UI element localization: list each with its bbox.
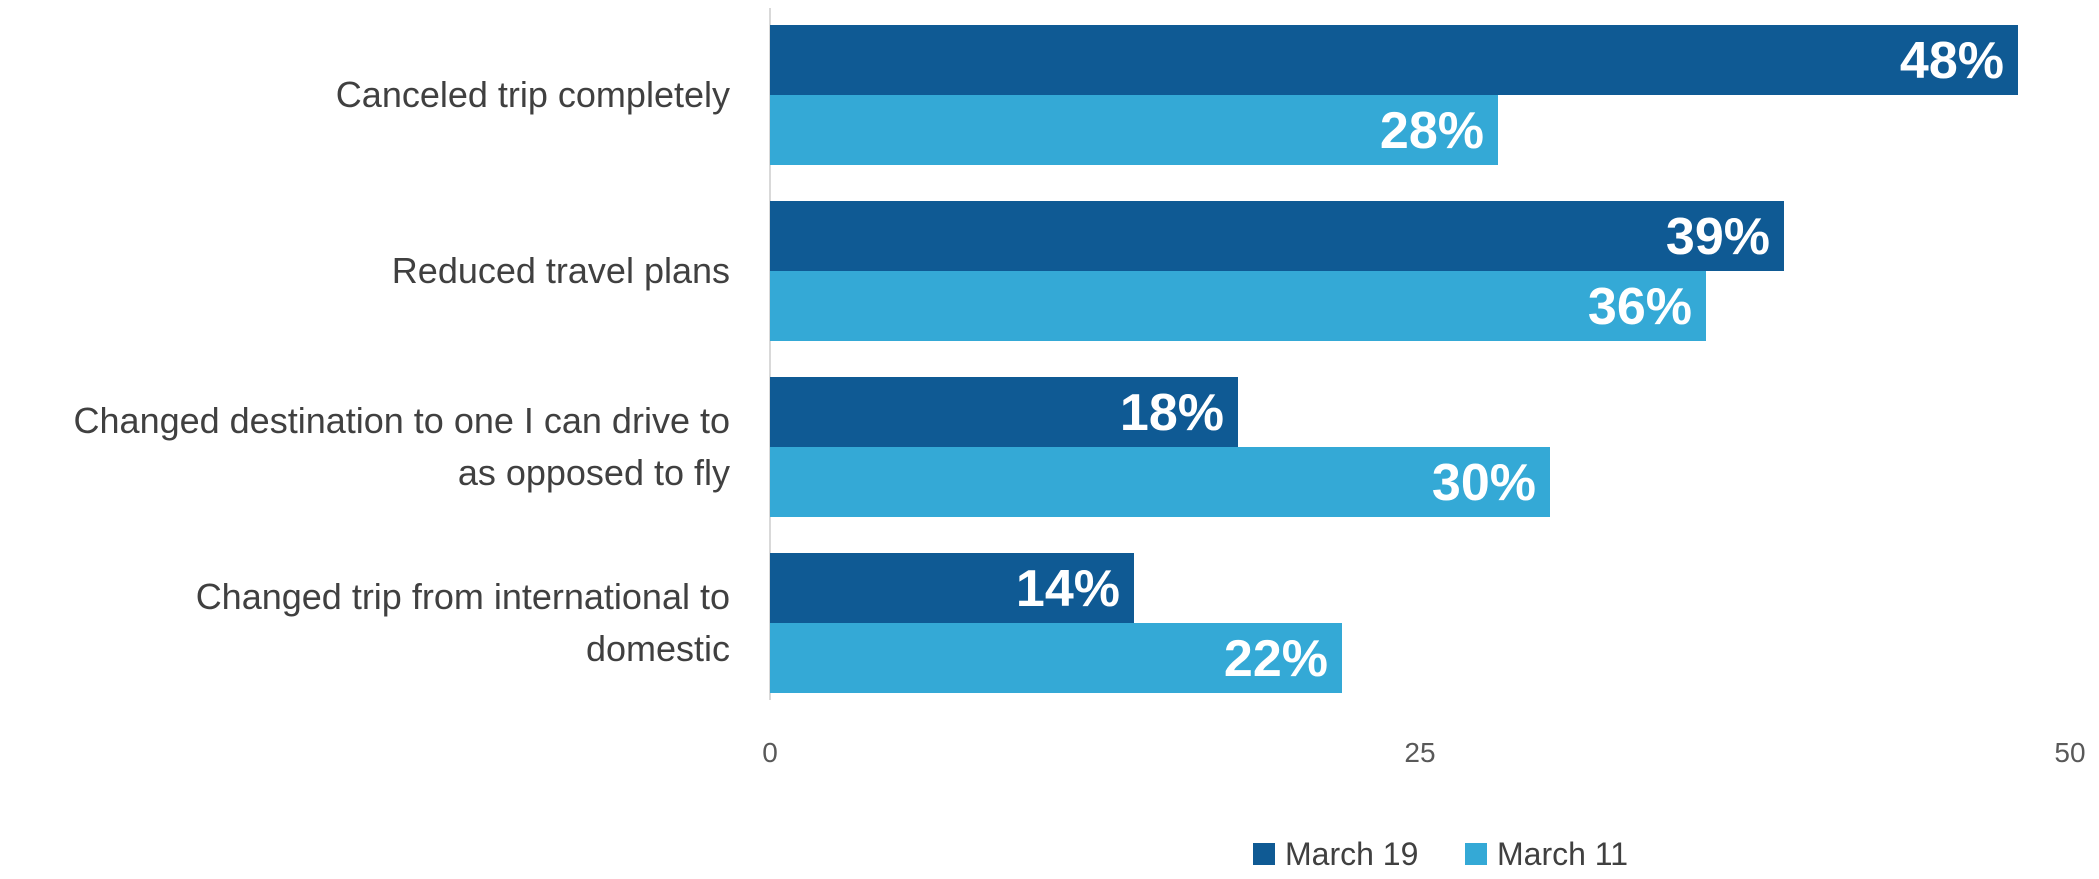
x-tick-label: 25 <box>1404 737 1435 768</box>
data-label: 36% <box>1588 278 1692 336</box>
legend-label: March 11 <box>1497 836 1628 872</box>
legend-swatch-march-19 <box>1253 843 1275 865</box>
bar-march-11-0 <box>770 95 1498 165</box>
x-tick-label: 50 <box>2054 737 2085 768</box>
legend-swatch-march-11 <box>1465 843 1487 865</box>
bar-march-19-1 <box>770 201 1784 271</box>
bar-march-19-2 <box>770 377 1238 447</box>
data-label: 22% <box>1224 630 1328 688</box>
category-label: as opposed to fly <box>458 452 730 493</box>
bar-march-11-3 <box>770 623 1342 693</box>
data-label: 30% <box>1432 454 1536 512</box>
category-label: Changed destination to one I can drive t… <box>74 400 730 441</box>
legend-label: March 19 <box>1285 836 1418 872</box>
data-label: 39% <box>1666 208 1770 266</box>
bar-march-11-1 <box>770 271 1706 341</box>
x-tick-label: 0 <box>762 737 778 768</box>
data-label: 18% <box>1120 384 1224 442</box>
category-label: Changed trip from international to <box>196 576 730 617</box>
bar-march-19-3 <box>770 553 1134 623</box>
bar-march-11-2 <box>770 447 1550 517</box>
category-label: Canceled trip completely <box>336 74 730 115</box>
data-label: 28% <box>1380 102 1484 160</box>
data-label: 14% <box>1016 560 1120 618</box>
bar-march-19-0 <box>770 25 2018 95</box>
data-label: 48% <box>1900 32 2004 90</box>
category-label: domestic <box>586 628 730 669</box>
category-label: Reduced travel plans <box>392 250 730 291</box>
